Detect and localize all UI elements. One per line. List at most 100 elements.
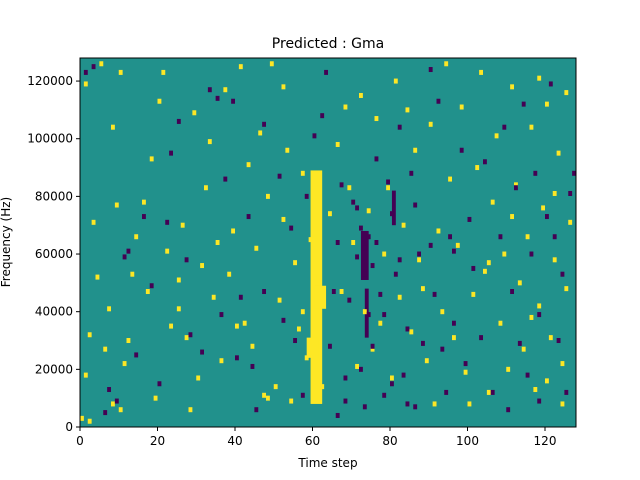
- x-tick-label: 20: [150, 434, 165, 448]
- high-cell: [560, 401, 565, 407]
- high-cell: [424, 358, 429, 364]
- high-band: [306, 337, 319, 358]
- low-cell: [335, 412, 340, 418]
- high-cell: [545, 378, 549, 384]
- low-cell: [215, 95, 220, 101]
- high-cell: [452, 335, 456, 341]
- low-cell: [378, 291, 383, 297]
- low-cell: [529, 251, 534, 257]
- low-cell: [506, 407, 511, 413]
- low-cell: [428, 67, 433, 73]
- high-cell: [289, 398, 294, 404]
- high-cell: [390, 375, 394, 381]
- low-cell: [525, 372, 530, 378]
- low-cell: [405, 326, 410, 332]
- high-cell: [397, 294, 402, 300]
- low-cell: [122, 254, 127, 260]
- high-cell: [502, 251, 507, 257]
- low-cell: [366, 312, 371, 318]
- low-cell: [262, 289, 267, 295]
- high-cell: [200, 263, 205, 269]
- low-cell: [207, 87, 212, 93]
- low-cell: [83, 69, 88, 75]
- low-cell: [502, 124, 507, 130]
- high-cell: [180, 222, 185, 228]
- high-cell: [362, 309, 367, 315]
- low-cell: [289, 225, 294, 231]
- high-cell: [428, 121, 433, 127]
- low-cell: [335, 240, 340, 245]
- plot-area: [79, 57, 577, 428]
- low-cell: [444, 389, 449, 395]
- high-cell: [250, 343, 255, 349]
- low-cell: [421, 340, 425, 346]
- low-cell: [537, 312, 542, 318]
- high-cell: [118, 69, 123, 75]
- high-cell: [432, 401, 437, 407]
- high-cell: [463, 369, 468, 375]
- high-cell: [297, 326, 301, 332]
- high-cell: [483, 268, 487, 274]
- low-cell: [436, 98, 441, 104]
- low-cell: [359, 225, 363, 231]
- low-cell: [393, 271, 398, 277]
- high-cell: [281, 216, 286, 222]
- y-tick-label: 20000: [35, 362, 73, 376]
- y-tick-label: 0: [65, 420, 73, 434]
- high-cell: [235, 323, 239, 329]
- low-cell: [134, 352, 139, 358]
- high-cell: [111, 401, 115, 407]
- low-cell: [417, 251, 422, 257]
- high-cell: [393, 78, 398, 84]
- low-cell: [366, 234, 371, 240]
- high-cell: [436, 228, 441, 234]
- low-cell: [370, 263, 375, 269]
- high-cell: [339, 289, 344, 295]
- low-cell: [374, 156, 379, 162]
- heatmap-background: [80, 58, 576, 427]
- high-cell: [514, 182, 518, 188]
- high-cell: [552, 190, 557, 196]
- high-cell: [161, 69, 166, 75]
- high-cell: [273, 384, 278, 390]
- low-cell: [351, 199, 356, 205]
- high-cell: [552, 257, 557, 263]
- low-cell: [564, 389, 569, 395]
- high-cell: [494, 133, 499, 139]
- low-cell: [126, 248, 131, 254]
- low-cell: [467, 216, 472, 222]
- low-cell: [250, 363, 255, 369]
- high-cell: [541, 205, 546, 211]
- high-cell: [529, 314, 534, 320]
- high-cell: [498, 320, 503, 326]
- low-cell: [556, 338, 561, 344]
- high-cell: [300, 170, 305, 176]
- y-axis-label: Frequency (Hz): [0, 197, 13, 288]
- high-cell: [215, 240, 220, 245]
- high-cell: [471, 291, 476, 297]
- y-tick-label: 120000: [27, 74, 73, 88]
- low-cell: [370, 343, 375, 349]
- high-cell: [238, 64, 243, 70]
- high-cell: [421, 286, 425, 292]
- low-cell: [452, 248, 456, 254]
- high-cell: [188, 407, 193, 413]
- low-cell: [219, 312, 224, 318]
- x-tick-label: 40: [227, 434, 242, 448]
- low-cell: [521, 101, 526, 107]
- high-cell: [223, 87, 228, 93]
- high-cell: [366, 208, 371, 214]
- high-cell: [149, 156, 154, 162]
- low-cell: [254, 407, 259, 413]
- low-cell: [343, 375, 348, 381]
- low-cell: [390, 211, 394, 217]
- low-cell: [397, 124, 402, 130]
- heatmap-cells: [80, 61, 577, 424]
- high-cell: [486, 260, 491, 266]
- high-cell: [490, 199, 495, 205]
- low-cell: [537, 398, 542, 404]
- high-cell: [413, 147, 418, 153]
- low-cell: [238, 294, 243, 300]
- high-cell: [386, 185, 391, 191]
- high-cell: [304, 355, 309, 361]
